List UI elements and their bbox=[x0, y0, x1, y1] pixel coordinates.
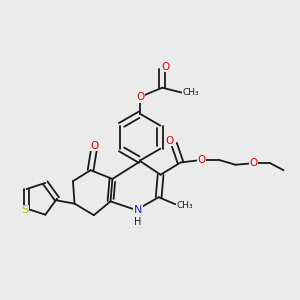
Text: O: O bbox=[165, 136, 173, 146]
Text: S: S bbox=[22, 205, 28, 215]
Text: O: O bbox=[249, 158, 257, 168]
Text: O: O bbox=[90, 140, 99, 151]
Text: N: N bbox=[134, 205, 142, 215]
Text: CH₃: CH₃ bbox=[183, 88, 200, 97]
Text: CH₃: CH₃ bbox=[176, 201, 193, 210]
Text: H: H bbox=[134, 217, 142, 227]
Text: O: O bbox=[161, 61, 169, 71]
Text: O: O bbox=[197, 155, 206, 165]
Text: O: O bbox=[136, 92, 145, 102]
